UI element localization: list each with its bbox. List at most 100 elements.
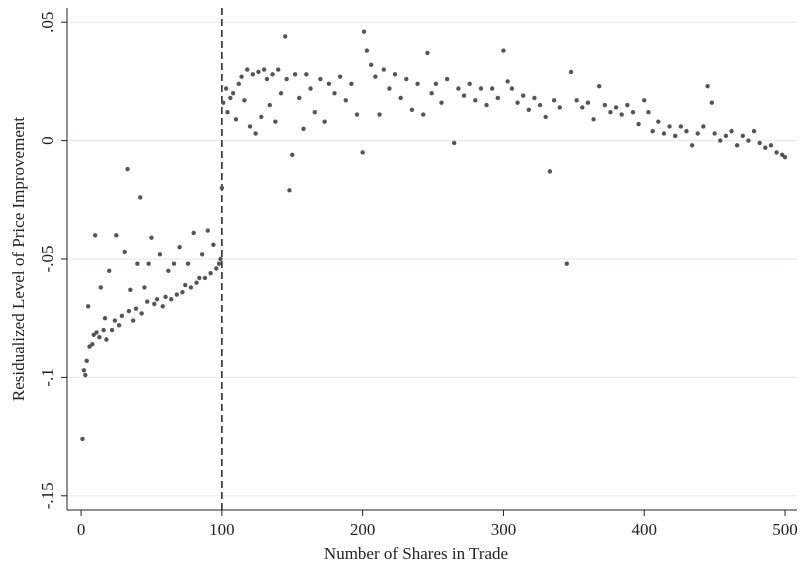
point — [83, 372, 88, 378]
point — [429, 91, 434, 96]
point — [392, 72, 398, 77]
y-tick-label: -.15 — [38, 482, 57, 509]
point — [122, 249, 127, 255]
point — [188, 285, 194, 290]
point — [208, 271, 213, 276]
point — [473, 98, 478, 103]
point — [774, 150, 779, 155]
point — [138, 195, 143, 200]
point — [757, 140, 762, 146]
point — [433, 81, 439, 86]
point — [505, 79, 510, 84]
point — [318, 76, 323, 82]
point — [557, 105, 562, 110]
point — [585, 100, 591, 105]
point — [102, 315, 108, 321]
point — [250, 72, 256, 77]
point — [259, 114, 264, 120]
point — [146, 261, 151, 266]
point — [421, 112, 426, 117]
point — [343, 98, 348, 103]
point — [284, 76, 289, 82]
point — [642, 98, 647, 103]
point — [273, 119, 278, 124]
point — [180, 289, 185, 295]
point — [304, 72, 309, 77]
point — [580, 105, 585, 110]
point — [326, 81, 332, 86]
point — [377, 112, 382, 117]
point — [171, 261, 177, 266]
point — [646, 109, 651, 115]
point — [398, 95, 403, 101]
point — [740, 133, 745, 139]
point — [322, 119, 327, 124]
point — [484, 102, 489, 108]
point — [381, 67, 386, 72]
point — [630, 109, 636, 115]
point — [104, 337, 109, 342]
point — [223, 86, 229, 91]
point — [236, 81, 241, 86]
point — [543, 114, 548, 120]
point — [478, 86, 484, 91]
point — [332, 91, 337, 96]
point — [166, 268, 171, 274]
point — [107, 268, 112, 274]
point — [225, 109, 230, 115]
point — [126, 308, 132, 314]
point — [297, 95, 302, 101]
point — [221, 100, 226, 105]
point — [734, 143, 740, 148]
point — [157, 252, 163, 257]
point — [308, 86, 313, 91]
point — [80, 436, 85, 442]
point — [149, 235, 154, 240]
point — [92, 233, 98, 238]
point — [256, 69, 261, 75]
point — [278, 91, 284, 96]
point — [197, 275, 202, 281]
point — [636, 121, 641, 127]
point — [415, 81, 420, 86]
point — [564, 261, 570, 266]
point — [97, 334, 102, 340]
point — [94, 330, 99, 335]
point — [152, 301, 157, 307]
y-axis-label: Residualized Level of Price Improvement — [9, 117, 28, 401]
point — [673, 133, 678, 139]
point — [194, 280, 199, 285]
point — [596, 83, 602, 89]
point — [84, 358, 89, 364]
point — [216, 261, 222, 266]
point — [128, 287, 133, 292]
point — [183, 282, 188, 288]
point — [239, 74, 244, 79]
point — [568, 69, 574, 75]
point — [489, 86, 495, 91]
point — [782, 154, 788, 160]
point — [205, 228, 210, 233]
point — [219, 185, 225, 191]
point — [678, 124, 684, 129]
point — [202, 275, 208, 281]
point — [619, 112, 624, 117]
point — [751, 128, 757, 134]
point — [574, 98, 579, 103]
point — [349, 81, 354, 86]
point — [456, 86, 461, 91]
point — [287, 188, 292, 193]
point — [746, 138, 751, 143]
x-tick-label: 100 — [209, 520, 235, 539]
point — [242, 98, 247, 103]
point — [656, 119, 661, 124]
point — [701, 124, 706, 129]
point — [712, 131, 717, 136]
point — [444, 76, 450, 82]
point — [199, 252, 205, 257]
x-tick-label: 200 — [350, 520, 376, 539]
point — [191, 230, 196, 236]
point — [114, 233, 119, 238]
point — [154, 297, 160, 302]
point — [451, 140, 457, 146]
